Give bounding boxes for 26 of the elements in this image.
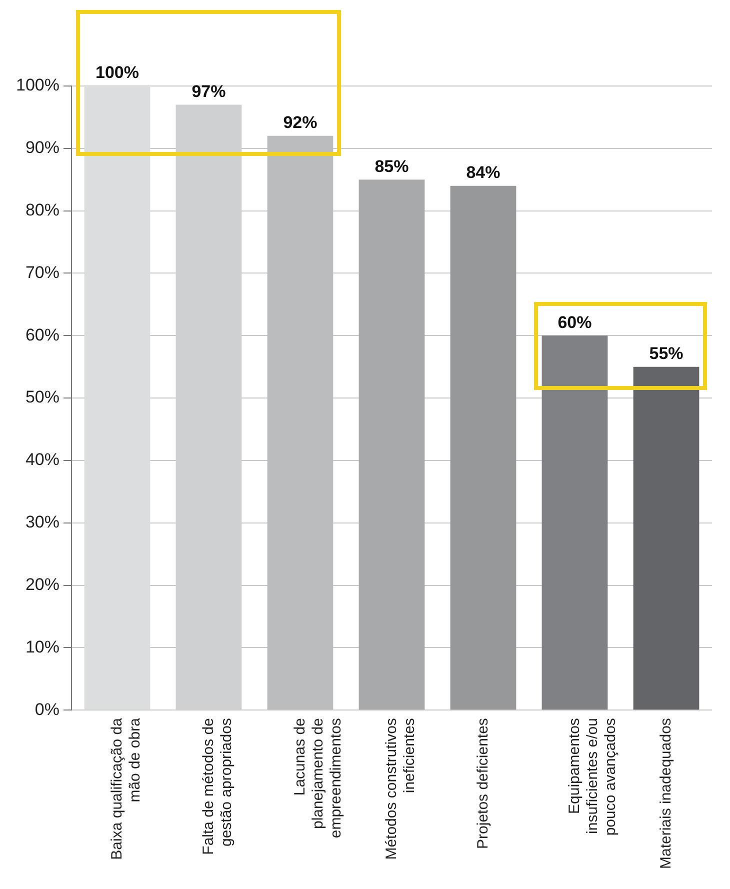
- data-label: 92%: [283, 113, 318, 132]
- data-label: 55%: [649, 344, 684, 364]
- x-tick-label: Equipamentos insuficientes e/ou pouco avançados: [566, 718, 619, 836]
- bar: [358, 180, 425, 710]
- y-tick-label: 60%: [25, 325, 60, 344]
- y-tick-label: 30%: [25, 512, 60, 532]
- data-label: 97%: [192, 82, 226, 101]
- y-tick-label: 100%: [16, 76, 60, 95]
- data-label: 60%: [558, 312, 592, 332]
- y-tick-label: 70%: [25, 262, 60, 282]
- bar: [267, 136, 334, 710]
- y-tick-label: 50%: [25, 388, 60, 407]
- y-tick-label: 90%: [25, 138, 60, 158]
- x-tick-label: Baixa qualificação da mão de obra: [108, 717, 144, 860]
- data-label: 85%: [374, 156, 409, 176]
- y-tick-label: 80%: [25, 200, 60, 220]
- bar: [450, 186, 516, 710]
- data-label: 100%: [95, 63, 139, 82]
- x-tick-label: Projetos deficientes: [474, 718, 492, 849]
- y-tick-label: 20%: [25, 574, 60, 594]
- bar: [84, 86, 150, 710]
- y-tick-label: 10%: [25, 637, 60, 656]
- x-tick-label: Materiais inadequados: [657, 718, 674, 870]
- data-label: 84%: [466, 163, 500, 182]
- y-tick-label: 0%: [34, 700, 60, 719]
- y-tick-label: 40%: [25, 450, 60, 470]
